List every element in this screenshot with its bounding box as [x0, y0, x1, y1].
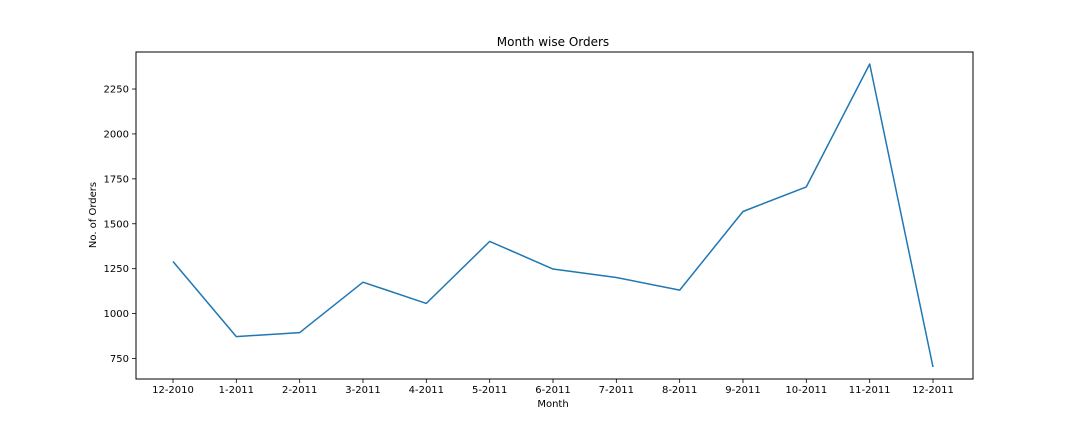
- y-tick-label: 1000: [104, 309, 129, 320]
- x-tick-label: 9-2011: [725, 385, 760, 396]
- plot-area: [135, 51, 974, 380]
- chart-title: Month wise Orders: [497, 35, 609, 49]
- y-tick-label: 1750: [104, 174, 129, 185]
- x-tick-label: 2-2011: [282, 385, 317, 396]
- x-tick-label: 7-2011: [599, 385, 634, 396]
- y-tick-label: 1500: [104, 219, 129, 230]
- plot-frame: [135, 51, 974, 380]
- x-tick-label: 3-2011: [345, 385, 380, 396]
- x-tick-label: 1-2011: [219, 385, 254, 396]
- y-axis: 750 1000 1250 1500 1750 2000 2250: [104, 85, 136, 365]
- x-tick-label: 6-2011: [535, 385, 570, 396]
- x-axis-title: Month: [537, 399, 568, 410]
- x-tick-label: 5-2011: [472, 385, 507, 396]
- x-tick-label: 10-2011: [785, 385, 827, 396]
- y-tick-label: 1250: [104, 264, 129, 275]
- x-tick-label: 8-2011: [662, 385, 697, 396]
- x-tick-label: 12-2010: [152, 385, 194, 396]
- y-axis-title: No. of Orders: [88, 182, 99, 248]
- series-line: [172, 63, 934, 368]
- x-axis: 12-2010 1-2011 2-2011 3-2011 4-2011 5-2011 6-2…: [152, 379, 954, 396]
- x-tick-label: 4-2011: [409, 385, 444, 396]
- y-tick-label: 2250: [104, 85, 129, 96]
- x-tick-label: 12-2011: [912, 385, 954, 396]
- y-tick-label: 750: [110, 354, 129, 365]
- x-tick-label: 11-2011: [849, 385, 891, 396]
- y-tick-label: 2000: [104, 129, 129, 140]
